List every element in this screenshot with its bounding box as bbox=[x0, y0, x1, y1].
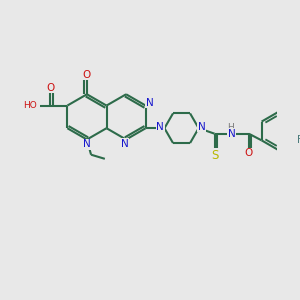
Text: N: N bbox=[83, 140, 91, 149]
Text: N: N bbox=[156, 122, 164, 132]
Text: N: N bbox=[228, 129, 236, 139]
Text: N: N bbox=[197, 122, 205, 132]
Text: HO: HO bbox=[23, 101, 36, 110]
Text: F: F bbox=[297, 135, 300, 145]
Text: O: O bbox=[83, 70, 91, 80]
Text: N: N bbox=[146, 98, 154, 108]
Text: O: O bbox=[46, 83, 54, 93]
Text: N: N bbox=[121, 139, 129, 149]
Text: S: S bbox=[211, 149, 218, 162]
Text: O: O bbox=[245, 148, 253, 158]
Text: H: H bbox=[227, 123, 234, 132]
